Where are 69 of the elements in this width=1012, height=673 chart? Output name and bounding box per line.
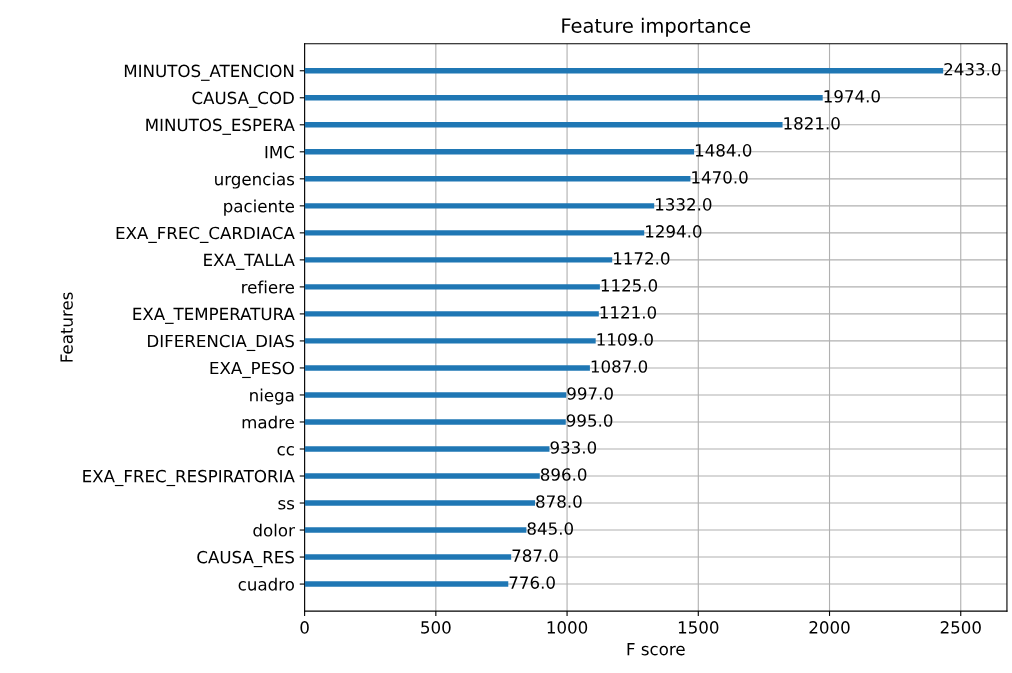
data-label: 1484.0 <box>695 144 752 157</box>
data-label: 1470.0 <box>692 171 748 184</box>
data-label: 845.0 <box>527 522 573 535</box>
y-tick-label: cc <box>277 445 294 456</box>
data-label: 878.0 <box>536 495 582 508</box>
y-tick-label: ss <box>278 500 295 510</box>
bar <box>304 95 823 101</box>
bar <box>304 149 695 155</box>
bar <box>304 257 613 263</box>
bar <box>304 500 536 506</box>
y-tick-label: niega <box>250 388 294 405</box>
bar <box>304 527 527 533</box>
x-tick-label: 0 <box>300 621 309 634</box>
y-tick-label: urgencias <box>215 172 295 189</box>
x-tick-label: 2000 <box>809 621 850 634</box>
bar <box>304 284 600 290</box>
y-tick-label: DIFERENCIA_DIAS <box>148 334 294 352</box>
data-label: 1974.0 <box>824 90 880 103</box>
chart-title: Feature importance <box>562 17 751 37</box>
y-tick-label: CAUSA_COD <box>192 91 294 108</box>
bar <box>304 581 509 587</box>
y-tick-label: MINUTOS_ESPERA <box>146 118 295 135</box>
y-tick-label: paciente <box>224 199 294 216</box>
x-tick-label: 1500 <box>678 621 719 634</box>
bar <box>304 122 783 128</box>
y-axis-title: Features <box>60 292 73 362</box>
y-tick-label: CAUSA_RES <box>197 550 294 568</box>
y-tick-label: EXA_TEMPERATURA <box>133 307 295 324</box>
y-tick-label: MINUTOS_ATENCION <box>124 64 294 81</box>
data-label: 776.0 <box>509 576 555 589</box>
data-label: 1294.0 <box>646 225 702 238</box>
data-label: 933.0 <box>550 441 597 454</box>
bar <box>304 419 566 425</box>
data-label: 2433.0 <box>944 62 1001 76</box>
bar <box>304 446 550 452</box>
data-label: 1125.0 <box>601 279 658 292</box>
data-label: 1121.0 <box>600 306 657 319</box>
bar <box>304 338 596 344</box>
bar <box>304 311 599 317</box>
y-tick-label: cuadro <box>238 577 294 591</box>
y-tick-label: dolor <box>253 523 295 537</box>
data-label: 1821.0 <box>784 117 840 130</box>
bar <box>304 176 691 182</box>
data-label: 1087.0 <box>591 360 648 373</box>
data-label: 997.0 <box>567 387 613 400</box>
data-label: 787.0 <box>512 549 558 562</box>
y-tick-label: EXA_TALLA <box>204 253 295 270</box>
y-tick-label: IMC <box>265 145 294 159</box>
bar <box>304 365 590 371</box>
x-tick-label: 2500 <box>940 621 981 634</box>
y-tick-label: refiere <box>242 280 294 294</box>
data-label: 1332.0 <box>656 198 712 211</box>
y-tick-label: EXA_PESO <box>210 361 294 379</box>
y-tick-label: EXA_FREC_RESPIRATORIA <box>83 469 295 487</box>
data-label: 1109.0 <box>597 333 653 346</box>
bar <box>304 392 567 398</box>
bar <box>304 554 512 560</box>
x-axis-title: F score <box>627 643 685 656</box>
bar <box>304 68 944 74</box>
bar <box>304 473 540 479</box>
bar <box>304 230 645 236</box>
bar <box>304 203 655 209</box>
data-label: 1172.0 <box>614 252 670 265</box>
data-label: 896.0 <box>540 468 587 481</box>
y-tick-label: madre <box>242 415 294 429</box>
x-tick-label: 1000 <box>547 621 588 634</box>
y-tick-label: EXA_FREC_CARDIACA <box>116 226 295 243</box>
data-label: 995.0 <box>566 414 613 427</box>
x-tick-label: 500 <box>421 621 451 634</box>
